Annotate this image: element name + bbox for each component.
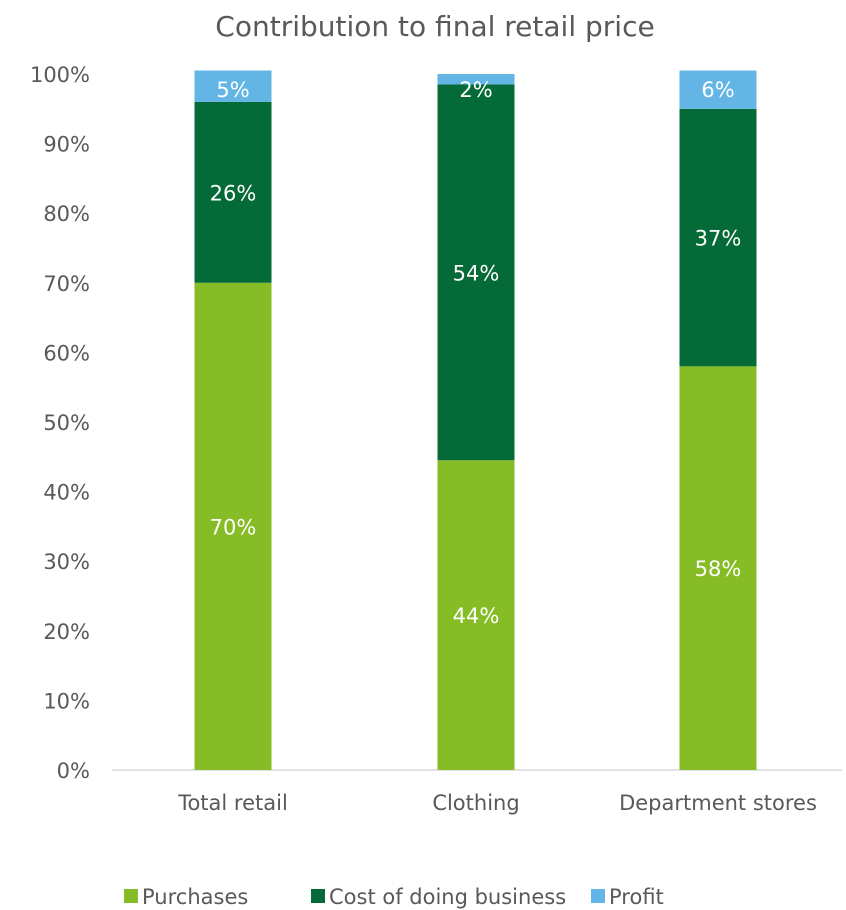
data-label: 54% (453, 261, 500, 285)
bar-segment (679, 70, 757, 109)
bar-segment (437, 74, 515, 85)
y-axis: 0% 10% 20% 30% 40% 50% 60% 70% 80% 90% 100% (30, 63, 90, 783)
y-tick-label: 30% (43, 550, 90, 574)
y-tick-label: 90% (43, 133, 90, 157)
legend-swatch (124, 889, 138, 903)
bar-segment (679, 366, 757, 770)
y-tick-label: 10% (43, 689, 90, 713)
y-tick-label: 100% (30, 63, 90, 87)
bar-segment (679, 108, 757, 367)
y-tick-label: 40% (43, 481, 90, 505)
category-label: Department stores (619, 791, 817, 815)
legend-swatch (591, 889, 605, 903)
y-tick-label: 70% (43, 272, 90, 296)
data-label: 6% (701, 78, 734, 102)
data-label: 58% (695, 557, 742, 581)
legend-label: Cost of doing business (329, 885, 566, 909)
legend-label: Profit (609, 885, 664, 909)
x-axis: Total retail Clothing Department stores (177, 791, 817, 815)
bar-segment (437, 460, 515, 770)
legend-label: Purchases (142, 885, 248, 909)
legend: Purchases Cost of doing business Profit (124, 885, 664, 909)
bar-segment (194, 101, 272, 283)
bar-segment (194, 70, 272, 102)
data-label: 37% (695, 227, 742, 251)
data-label: 5% (216, 78, 249, 102)
category-label: Clothing (432, 791, 519, 815)
chart-title: Contribution to final retail price (215, 10, 654, 43)
y-tick-label: 80% (43, 202, 90, 226)
data-label: 26% (210, 181, 257, 205)
bar-segment (194, 282, 272, 770)
data-label: 2% (459, 78, 492, 102)
data-label: 44% (453, 604, 500, 628)
y-tick-label: 60% (43, 341, 90, 365)
bars-group: 70% 26% 5% 44% 54% 2% 58% 37% 6% (194, 70, 757, 770)
legend-swatch (311, 889, 325, 903)
bar-segment (437, 84, 515, 461)
y-tick-label: 50% (43, 411, 90, 435)
y-tick-label: 20% (43, 620, 90, 644)
category-label: Total retail (177, 791, 288, 815)
y-tick-label: 0% (57, 759, 90, 783)
data-label: 70% (210, 515, 257, 539)
